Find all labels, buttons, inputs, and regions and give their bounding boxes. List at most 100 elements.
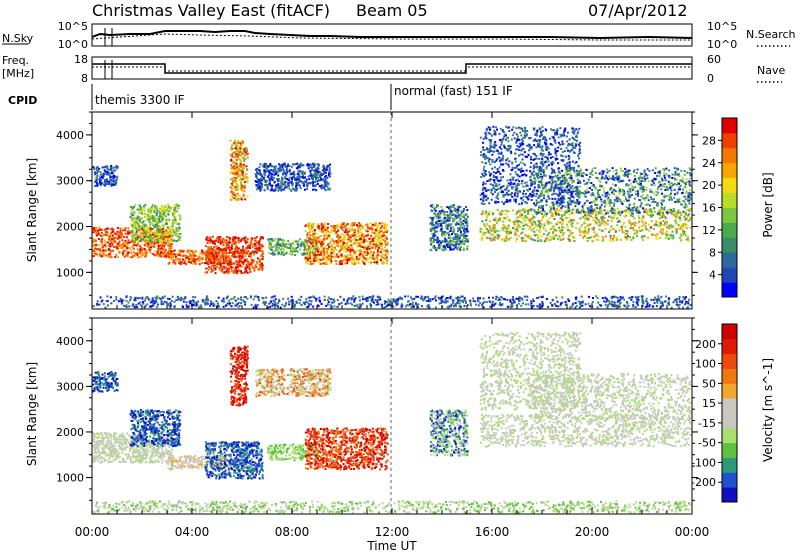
echo-cell [203, 262, 206, 265]
echo-cell [666, 235, 669, 238]
echo-cell [488, 225, 491, 227]
freq-left-tick-top: 18 [74, 53, 88, 66]
echo-cell [239, 147, 242, 150]
echo-cell [236, 171, 239, 174]
echo-cell [213, 254, 216, 256]
echo-cell [152, 238, 155, 241]
echo-cell [150, 217, 153, 220]
echo-cell [642, 239, 645, 242]
echo-cell [214, 265, 217, 268]
echo-cell [140, 246, 143, 249]
echo-cell [148, 214, 151, 217]
echo-cell [123, 227, 126, 230]
echo-cell [352, 238, 355, 241]
echo-cell [249, 256, 252, 259]
echo-cell [101, 173, 104, 176]
echo-cell [336, 233, 339, 236]
echo-cell [133, 254, 136, 257]
echo-cell [310, 181, 312, 184]
echo-cell [225, 266, 228, 269]
echo-cell [150, 231, 153, 234]
echo-cell [466, 230, 469, 233]
echo-cell [159, 245, 162, 248]
echo-cell [453, 241, 456, 244]
echo-cell [544, 229, 547, 232]
echo-cell [116, 248, 119, 251]
echo-cell [229, 139, 232, 142]
echo-cell [598, 221, 601, 224]
echo-cell [260, 184, 263, 187]
echo-cell [372, 252, 375, 255]
echo-cell [255, 244, 257, 247]
echo-cell [315, 171, 318, 174]
echo-cell [349, 240, 352, 243]
echo-cell [236, 188, 239, 191]
echo-cell [104, 241, 107, 244]
echo-cell [633, 224, 636, 227]
echo-cell [641, 217, 643, 220]
echo-cell [490, 229, 493, 232]
echo-cell [381, 224, 384, 227]
echo-cell [107, 171, 110, 174]
echo-cell [286, 170, 289, 173]
echo-cell [312, 260, 315, 262]
echo-cell [171, 225, 174, 228]
echo-cell [234, 143, 237, 146]
echo-cell [130, 214, 133, 217]
echo-cell [458, 216, 461, 218]
echo-cell [166, 222, 169, 225]
echo-cell [231, 238, 234, 241]
echo-cell [371, 231, 374, 234]
echo-cell [166, 236, 169, 239]
echo-cell [292, 248, 295, 251]
echo-cell [291, 253, 294, 256]
echo-cell [249, 244, 252, 247]
echo-cell [270, 169, 273, 172]
echo-cell [144, 241, 147, 244]
echo-cell [134, 226, 137, 229]
echo-cell [270, 238, 273, 241]
echo-cell [222, 252, 225, 255]
echo-cell [465, 213, 468, 216]
echo-cell [268, 177, 271, 180]
echo-cell [162, 255, 165, 258]
echo-cell [236, 154, 239, 157]
echo-cell [274, 167, 277, 170]
echo-cell [244, 255, 247, 258]
echo-cell [304, 249, 307, 252]
echo-cell [587, 237, 590, 239]
echo-cell [213, 264, 216, 267]
echo-cell [237, 146, 240, 149]
echo-cell [170, 250, 172, 253]
echo-cell [310, 263, 313, 266]
echo-cell [375, 255, 378, 258]
echo-cell [583, 221, 585, 224]
echo-cell [114, 169, 117, 172]
echo-cell [225, 254, 228, 257]
echo-cell [573, 240, 576, 242]
echo-cell [496, 237, 499, 240]
echo-cell [212, 235, 214, 238]
echo-cell [170, 208, 173, 211]
echo-cell [102, 249, 105, 252]
echo-cell [194, 254, 197, 257]
echo-cell [332, 239, 335, 242]
echo-cell [96, 177, 99, 180]
echo-cell [121, 243, 124, 246]
echo-cell [373, 224, 376, 227]
echo-cell [261, 255, 263, 258]
echo-cell [273, 244, 276, 247]
echo-cell [615, 236, 618, 239]
echo-cell [224, 256, 227, 259]
echo-cell [600, 219, 603, 222]
echo-cell [152, 231, 155, 234]
echo-cell [385, 225, 388, 228]
echo-cell [256, 167, 259, 170]
echo-cell [300, 162, 302, 165]
echo-cell [232, 161, 234, 164]
echo-cell [316, 180, 319, 183]
echo-cell [571, 225, 574, 228]
echo-cell [244, 236, 247, 239]
echo-cell [169, 231, 172, 234]
echo-cell [380, 240, 383, 243]
